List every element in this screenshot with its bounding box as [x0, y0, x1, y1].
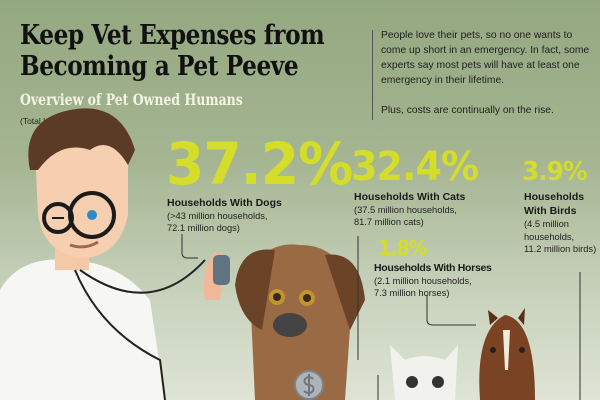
- stat-detail: (37.5 million households,: [354, 205, 457, 215]
- dog-illustration: [235, 244, 365, 400]
- vet-illustration: [0, 108, 230, 400]
- divider: [372, 30, 373, 120]
- stat-detail: (4.5 million households,: [524, 219, 575, 242]
- title-line: Becoming a Pet Peeve: [20, 51, 299, 82]
- title-line: Keep Vet Expenses from: [20, 20, 325, 51]
- horses-percent: 1.8%: [378, 236, 428, 260]
- stat-detail: 11.2 million birds): [524, 244, 597, 254]
- intro-paragraph: Plus, costs are continually on the rise.: [381, 105, 554, 116]
- stat-detail: 7.3 million horses): [374, 288, 450, 298]
- intro-text: People love their pets, so no one wants …: [381, 28, 596, 118]
- dogs-percent: 37.2%: [166, 130, 353, 198]
- dollar-sign-icon: [303, 374, 315, 396]
- stat-label: Households With Birds: [524, 191, 585, 217]
- stat-label: Households With Cats: [354, 191, 466, 203]
- stat-label: Households With Dogs: [167, 197, 282, 209]
- cat-illustration: [390, 345, 458, 400]
- stat-birds: Households With Birds (4.5 million house…: [524, 190, 598, 256]
- horse-illustration: [479, 308, 535, 400]
- stat-detail: 81.7 million cats): [354, 217, 424, 227]
- subtitle: Overview of Pet Owned Humans: [20, 90, 243, 109]
- intro-paragraph: People love their pets, so no one wants …: [381, 30, 590, 86]
- stat-cats: Households With Cats (37.5 million house…: [354, 190, 465, 228]
- stat-horses: Households With Horses (2.1 million hous…: [374, 261, 492, 299]
- cats-percent: 32.4%: [351, 144, 479, 190]
- stat-label: Households With Horses: [374, 262, 492, 274]
- stat-dogs: Households With Dogs (>43 million househ…: [167, 196, 282, 234]
- stat-detail: 72.1 million dogs): [167, 223, 240, 233]
- birds-percent: 3.9%: [522, 157, 588, 187]
- stat-detail: (2.1 million households,: [374, 276, 472, 286]
- stat-detail: (>43 million households,: [167, 211, 268, 221]
- page-title: Keep Vet Expenses from Becoming a Pet Pee…: [20, 20, 325, 82]
